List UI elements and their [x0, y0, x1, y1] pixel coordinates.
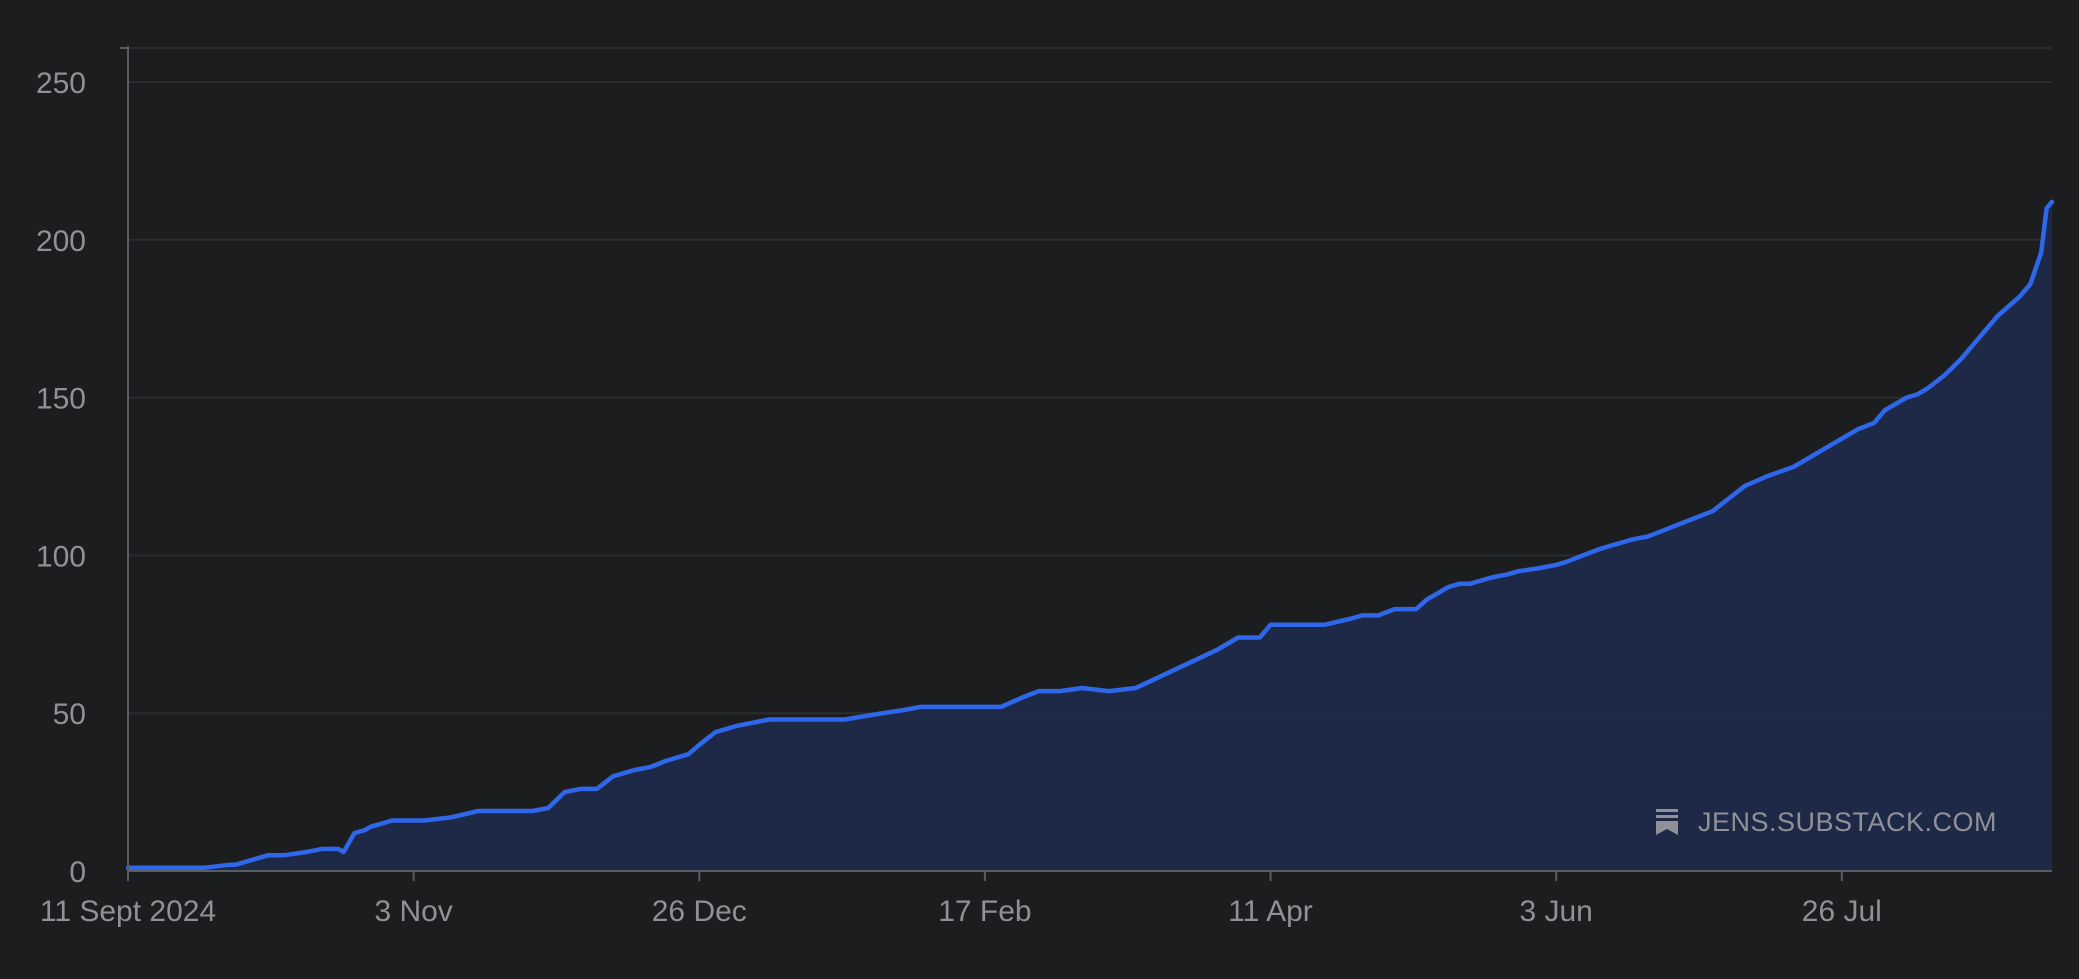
y-tick-label: 100 — [36, 540, 86, 573]
y-tick-label: 50 — [53, 698, 86, 731]
y-tick-label: 0 — [69, 856, 86, 889]
x-tick-label: 3 Jun — [1519, 895, 1592, 928]
y-tick-label: 250 — [36, 67, 86, 100]
series-line — [125, 199, 2055, 871]
plot-area — [125, 199, 2055, 871]
x-tick-label: 11 Apr — [1228, 895, 1313, 928]
gridlines — [128, 47, 2052, 715]
x-tick-label: 3 Nov — [374, 895, 452, 928]
x-tick-label: 26 Dec — [652, 895, 747, 928]
x-tick-label: 11 Sept 2024 — [40, 895, 216, 928]
substack-bookmark-icon — [1656, 809, 1678, 835]
x-tick-label: 26 Jul — [1802, 895, 1882, 928]
y-tick-label: 200 — [36, 225, 86, 258]
area-fill — [128, 201, 2052, 871]
x-tick-label: 17 Feb — [938, 895, 1031, 928]
y-tick-label: 150 — [36, 383, 86, 416]
watermark: JENS.SUBSTACK.COM — [1656, 807, 1997, 837]
tick-labels: 0 50 100 150 200 250 11 Sept 2024 3 Nov 26 Dec 17… — [36, 67, 1882, 928]
watermark-text: JENS.SUBSTACK.COM — [1698, 807, 1997, 837]
axes — [120, 46, 2052, 881]
